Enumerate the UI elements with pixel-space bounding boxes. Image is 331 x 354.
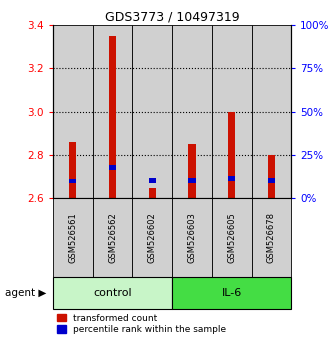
Bar <box>109 165 116 170</box>
Bar <box>228 112 235 199</box>
Text: GSM526603: GSM526603 <box>187 212 197 263</box>
Text: IL-6: IL-6 <box>221 288 242 298</box>
Bar <box>188 144 196 199</box>
Bar <box>252 25 291 199</box>
Text: control: control <box>93 288 132 298</box>
Bar <box>53 199 93 278</box>
Bar <box>268 178 275 183</box>
Bar <box>172 199 212 278</box>
Bar <box>149 188 156 199</box>
Bar <box>268 155 275 199</box>
Text: GSM526602: GSM526602 <box>148 213 157 263</box>
Bar <box>228 176 235 181</box>
Text: GSM526562: GSM526562 <box>108 213 117 263</box>
Bar <box>149 178 156 183</box>
Bar <box>132 25 172 199</box>
Text: GSM526561: GSM526561 <box>68 213 77 263</box>
Bar <box>172 25 212 199</box>
Bar <box>132 199 172 278</box>
Bar <box>172 278 291 309</box>
Text: GSM526678: GSM526678 <box>267 212 276 263</box>
Bar <box>69 142 76 199</box>
Bar <box>188 178 196 183</box>
Bar <box>53 25 93 199</box>
Bar <box>93 25 132 199</box>
Bar <box>93 199 132 278</box>
Bar <box>53 278 172 309</box>
Text: agent ▶: agent ▶ <box>5 288 46 298</box>
Bar <box>252 199 291 278</box>
Bar <box>212 199 252 278</box>
Legend: transformed count, percentile rank within the sample: transformed count, percentile rank withi… <box>58 314 226 334</box>
Bar <box>69 178 76 183</box>
Text: GSM526605: GSM526605 <box>227 213 236 263</box>
Title: GDS3773 / 10497319: GDS3773 / 10497319 <box>105 11 239 24</box>
Bar <box>212 25 252 199</box>
Bar <box>109 36 116 199</box>
